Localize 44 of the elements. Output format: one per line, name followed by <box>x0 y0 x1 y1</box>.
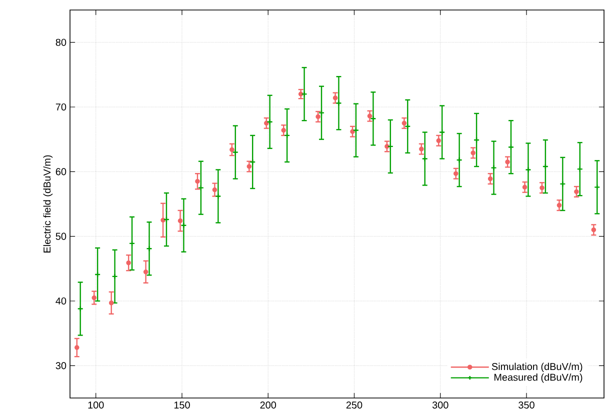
y-tick-label: 80 <box>56 38 66 46</box>
point <box>92 295 97 300</box>
point <box>470 150 476 156</box>
legend-label: Measured (dBuV/m) <box>494 373 582 383</box>
point <box>419 146 424 152</box>
point <box>505 160 510 164</box>
point <box>316 114 320 120</box>
legend-label: Simulation (dBuV/m) <box>492 362 582 372</box>
point <box>384 144 390 149</box>
x-tick-label: 200 <box>260 402 276 409</box>
point <box>264 120 269 126</box>
y-tick-label: 40 <box>56 297 66 305</box>
point <box>143 270 148 274</box>
y-tick-label: 50 <box>56 232 66 240</box>
point <box>160 218 166 223</box>
point <box>74 345 80 350</box>
point <box>556 202 562 208</box>
point <box>488 176 493 182</box>
point <box>230 147 234 152</box>
point <box>453 171 458 176</box>
point <box>246 164 252 169</box>
point <box>540 185 544 190</box>
point <box>108 300 114 306</box>
point <box>402 120 407 126</box>
y-tick-label: 70 <box>56 103 66 111</box>
x-tick-label: 100 <box>88 402 104 409</box>
point <box>522 184 528 190</box>
y-tick-label: 60 <box>56 168 66 176</box>
point <box>178 218 183 224</box>
point <box>350 129 355 134</box>
point <box>367 114 372 118</box>
x-tick-label: 300 <box>432 402 448 409</box>
y-tick-label: 30 <box>56 362 66 370</box>
x-tick-label: 250 <box>346 402 362 409</box>
point <box>332 96 338 100</box>
point <box>436 138 442 144</box>
point <box>574 189 579 194</box>
point <box>126 260 131 266</box>
point <box>212 187 218 192</box>
point <box>281 128 286 133</box>
x-tick-label: 150 <box>174 402 190 409</box>
point <box>195 178 200 184</box>
y-axis-title: Electric field (dBuV/m) <box>43 155 53 252</box>
x-tick-label: 350 <box>518 402 534 409</box>
